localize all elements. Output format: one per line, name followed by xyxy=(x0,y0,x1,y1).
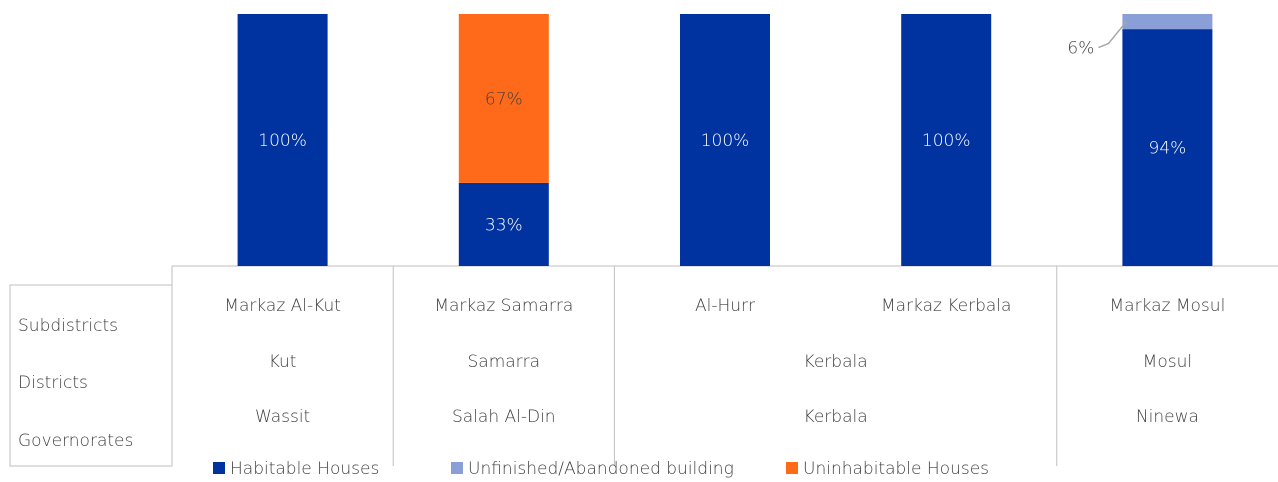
bar-segment xyxy=(458,182,549,266)
districts-label: Mosul xyxy=(1143,352,1192,372)
data-label: 6% xyxy=(1067,39,1094,59)
level-label: Subdistricts xyxy=(18,316,118,336)
x-tick-label: Markaz Al-Kut xyxy=(224,296,341,316)
bar-segment xyxy=(901,14,992,266)
leader-line xyxy=(1098,21,1127,49)
bar-segment xyxy=(1122,29,1213,267)
legend-swatch xyxy=(213,462,225,474)
bar-segment xyxy=(1122,14,1213,30)
data-label: 33% xyxy=(485,215,523,235)
legend-swatch xyxy=(451,462,463,474)
x-tick-label: Al-Hurr xyxy=(695,296,755,316)
data-label: 100% xyxy=(258,131,307,151)
level-label: Governorates xyxy=(18,431,133,451)
bar-segment xyxy=(680,14,770,266)
x-tick-label: Markaz Samarra xyxy=(434,296,573,316)
x-tick-label: Markaz Mosul xyxy=(1110,296,1226,316)
legend-label: Uninhabitable Houses xyxy=(803,459,989,479)
level-label: Districts xyxy=(18,373,88,393)
data-label: 67% xyxy=(485,89,523,109)
bar-segment xyxy=(458,14,549,183)
governorates-label: Salah Al-Din xyxy=(452,407,556,427)
legend-swatch xyxy=(786,462,798,474)
data-label: 100% xyxy=(922,131,971,151)
data-label: 100% xyxy=(701,131,750,151)
legend-label: Habitable Houses xyxy=(230,459,379,479)
x-tick-label: Markaz Kerbala xyxy=(881,296,1011,316)
governorates-label: Ninewa xyxy=(1136,407,1199,427)
bar-segment xyxy=(237,14,328,266)
legend-label: Unfinished/Abandoned building xyxy=(468,459,734,479)
governorates-label: Wassit xyxy=(255,407,310,427)
data-label: 94% xyxy=(1149,139,1187,159)
governorates-label: Kerbala xyxy=(804,407,868,427)
districts-label: Kerbala xyxy=(804,352,868,372)
districts-label: Samarra xyxy=(468,352,541,372)
districts-label: Kut xyxy=(269,352,297,372)
